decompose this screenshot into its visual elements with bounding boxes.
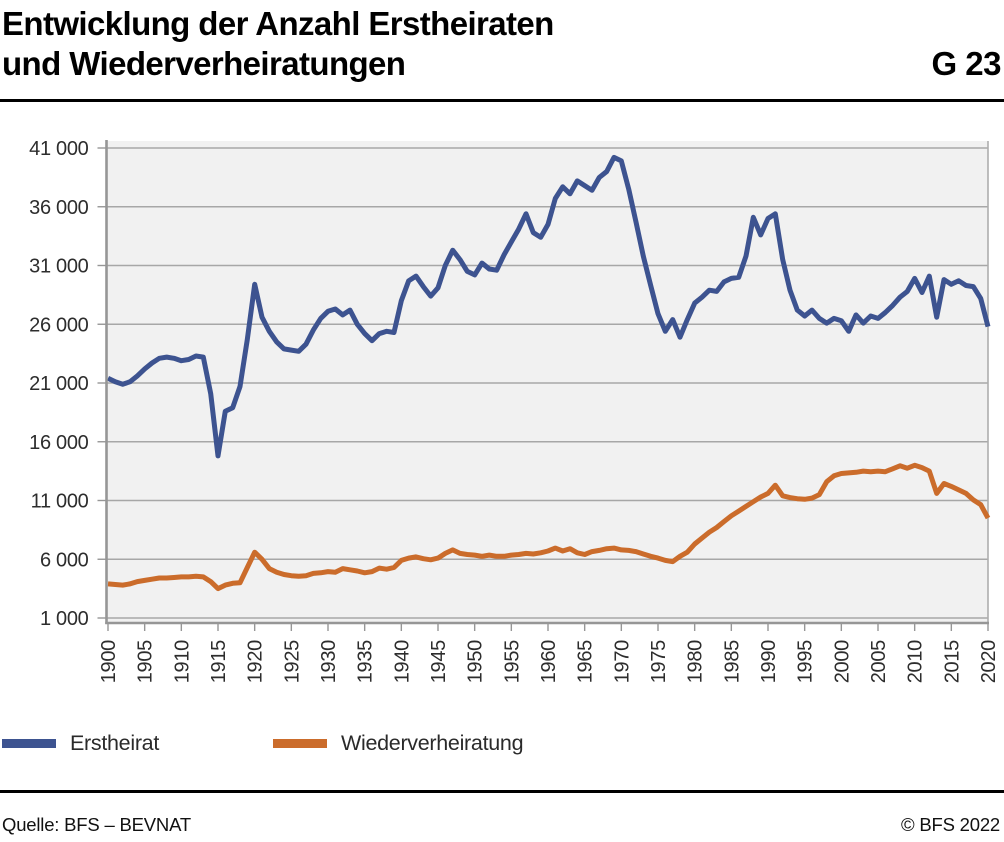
legend-label-erstheirat: Erstheirat <box>70 730 160 755</box>
y-tick-label: 6 000 <box>40 549 89 571</box>
wiederverheiratung-swatch <box>273 738 327 748</box>
erstheirat-line <box>106 154 991 459</box>
title-line-1: Entwicklung der Anzahl Erstheiraten <box>2 5 554 42</box>
x-tick-label: 1925 <box>281 640 303 683</box>
x-tick-label: 1980 <box>685 640 707 683</box>
x-tick-label: 1940 <box>391 640 413 683</box>
x-tick-label: 1910 <box>171 640 193 683</box>
legend-item-erstheirat: Erstheirat <box>2 730 159 756</box>
y-tick-label: 21 000 <box>29 373 89 395</box>
x-tick-label: 1920 <box>245 640 267 683</box>
x-tick-label: 1930 <box>318 640 340 683</box>
wiederverheiratung-line <box>107 462 991 592</box>
page-title: Entwicklung der Anzahl Erstheiraten und … <box>2 4 902 84</box>
x-tick-label: 1950 <box>465 640 487 683</box>
footer-divider <box>0 790 1004 793</box>
y-tick-label: 31 000 <box>29 256 89 278</box>
x-tick-label: 1970 <box>611 640 633 683</box>
x-tick-label: 1900 <box>98 640 120 683</box>
x-tick-label: 1985 <box>721 640 743 683</box>
header-divider <box>0 99 1004 102</box>
x-tick-label: 1965 <box>575 640 597 683</box>
title-line-2: und Wiederverheiratungen <box>2 45 406 82</box>
copyright-text: © BFS 2022 <box>900 814 1000 835</box>
y-tick-label: 11 000 <box>31 491 89 513</box>
legend-label-wiederverheiratung: Wiederverheiratung <box>341 730 524 755</box>
x-tick-label: 1960 <box>538 640 560 683</box>
x-tick-label: 1935 <box>355 640 377 683</box>
y-tick-label: 1 000 <box>40 608 89 630</box>
y-tick-label: 26 000 <box>29 314 89 336</box>
x-tick-label: 1995 <box>795 640 817 683</box>
y-tick-label: 16 000 <box>29 432 89 454</box>
x-tick-label: 1955 <box>501 640 523 683</box>
x-tick-label: 2005 <box>868 640 890 683</box>
y-tick-label: 41 000 <box>29 138 89 160</box>
x-tick-label: 1945 <box>428 640 450 683</box>
source-text: Quelle: BFS – BEVNAT <box>2 814 191 835</box>
x-tick-label: 1990 <box>758 640 780 683</box>
x-tick-label: 2015 <box>941 640 963 683</box>
erstheirat-swatch <box>2 738 56 748</box>
legend-item-wiederverheiratung: Wiederverheiratung <box>273 730 524 756</box>
y-tick-label: 36 000 <box>29 197 89 219</box>
x-tick-label: 1915 <box>208 640 230 683</box>
x-tick-label: 2000 <box>831 640 853 683</box>
x-tick-label: 1905 <box>135 640 157 683</box>
figure-code: G 23 <box>931 45 1001 82</box>
x-tick-label: 1975 <box>648 640 670 683</box>
x-tick-label: 2010 <box>905 640 927 683</box>
x-tick-label: 2020 <box>978 640 1000 683</box>
